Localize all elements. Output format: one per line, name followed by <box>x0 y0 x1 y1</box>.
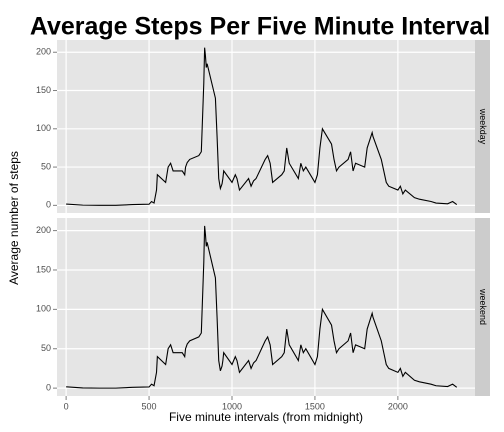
panel <box>57 218 475 396</box>
y-tick-label: 0 <box>46 382 51 392</box>
y-tick-label: 200 <box>36 225 51 235</box>
line <box>66 225 458 389</box>
x-tick-label: 1500 <box>305 401 325 411</box>
y-tick-label: 100 <box>36 123 51 133</box>
strip-label: weekend <box>478 288 488 325</box>
chart-title: Average Steps Per Five Minute Interval <box>30 13 490 41</box>
x-tick-label: 1000 <box>222 401 242 411</box>
strip <box>475 218 490 396</box>
strip-label: weekday <box>478 108 488 145</box>
y-tick-label: 100 <box>36 304 51 314</box>
y-tick-label: 50 <box>41 343 51 353</box>
y-tick-label: 200 <box>36 47 51 57</box>
panel <box>57 40 475 213</box>
y-tick-label: 150 <box>36 264 51 274</box>
x-tick-label: 2000 <box>388 401 408 411</box>
y-tick-label: 50 <box>41 161 51 171</box>
y-tick-label: 0 <box>46 200 51 210</box>
x-axis-label: Five minute intervals (from midnight) <box>169 410 363 424</box>
y-axis-label: Average number of steps <box>7 151 21 285</box>
y-tick-label: 150 <box>36 85 51 95</box>
line <box>66 47 458 206</box>
x-tick-label: 0 <box>64 401 69 411</box>
strip <box>475 40 490 213</box>
x-tick-label: 500 <box>142 401 157 411</box>
